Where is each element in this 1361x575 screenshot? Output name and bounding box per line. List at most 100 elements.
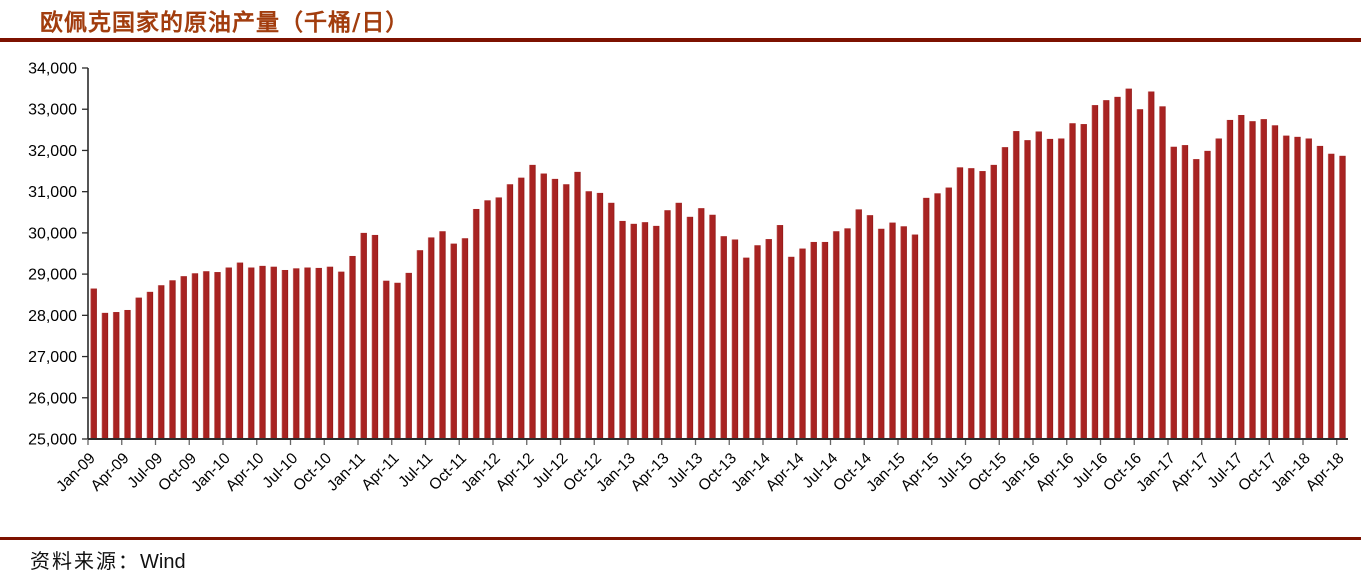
bar-Jan-13 (630, 223, 637, 439)
bar-Feb-12 (506, 184, 514, 439)
bar-Jun-09 (146, 291, 154, 439)
bar-Apr-14 (799, 248, 806, 439)
y-axis-label: 29,000 (28, 267, 77, 284)
bar-Mar-12 (517, 177, 525, 439)
y-axis-label: 27,000 (28, 349, 77, 366)
bar-Jan-10 (225, 267, 232, 439)
bar-Oct-16 (1136, 109, 1144, 439)
bar-Apr-17 (1204, 150, 1211, 439)
bar-Nov-17 (1282, 135, 1290, 440)
x-axis-label: Jan-09 (53, 450, 99, 496)
bar-Apr-12 (529, 164, 536, 439)
bar-Apr-09 (124, 309, 131, 439)
bar-Feb-10 (236, 262, 244, 439)
bar-Oct-09 (191, 273, 199, 439)
bar-Nov-10 (337, 271, 345, 439)
bar-Nov-14 (877, 228, 885, 439)
bar-Nov-13 (742, 257, 750, 439)
bar-Feb-18 (1316, 145, 1324, 439)
bar-Sep-10 (315, 267, 322, 439)
x-axis-label: Jan-18 (1268, 450, 1314, 496)
bar-Aug-10 (304, 267, 311, 439)
bar-Sep-14 (855, 209, 862, 439)
bar-Jan-09 (90, 288, 97, 439)
bar-Jul-13 (697, 208, 705, 439)
bar-May-09 (135, 297, 142, 439)
bar-Aug-13 (709, 214, 716, 439)
bar-May-16 (1080, 124, 1087, 439)
y-axis-label: 34,000 (28, 61, 77, 78)
bar-Nov-09 (202, 271, 210, 439)
bar-Jan-14 (765, 239, 772, 439)
bar-Dec-14 (889, 222, 896, 439)
bar-Dec-12 (619, 220, 626, 439)
bar-May-14 (810, 241, 817, 439)
bar-Dec-16 (1159, 106, 1166, 439)
bar-Oct-12 (596, 192, 604, 439)
x-axis-label: Jan-17 (1133, 450, 1179, 496)
bar-Dec-10 (349, 255, 356, 439)
bar-May-17 (1215, 138, 1222, 439)
chart-svg: 25,000 26,000 27,000 28,000 29,000 30,000 31,0… (28, 61, 1348, 496)
bar-Aug-15 (979, 171, 986, 440)
bar-Jun-16 (1091, 105, 1099, 439)
y-axis-label: 26,000 (28, 390, 77, 407)
bar-Feb-13 (641, 222, 649, 439)
bar-Aug-17 (1249, 121, 1256, 439)
bar-May-13 (675, 202, 682, 439)
bar-Jun-11 (416, 250, 424, 439)
bar-May-11 (405, 272, 412, 439)
x-axis-label: Apr-10 (223, 450, 268, 495)
bar-Apr-16 (1069, 123, 1076, 439)
x-axis-label: Apr-16 (1033, 450, 1078, 495)
bar-Jun-13 (686, 216, 694, 439)
production-bar-chart: 25,000 26,000 27,000 28,000 29,000 30,000 31,0… (0, 42, 1361, 537)
bar-Jan-17 (1170, 146, 1177, 439)
bar-Jan-16 (1035, 131, 1042, 439)
x-axis-label: Apr-15 (898, 450, 943, 495)
bar-Nov-16 (1147, 91, 1155, 439)
bar-Mar-14 (787, 256, 795, 439)
bar-Jul-16 (1102, 100, 1110, 440)
bar-Aug-12 (574, 171, 581, 439)
bar-Apr-13 (664, 210, 671, 439)
footer-rule (0, 537, 1361, 540)
bar-Dec-11 (484, 200, 491, 439)
bar-Apr-18 (1339, 155, 1346, 439)
bar-Oct-17 (1271, 125, 1279, 439)
bar-Apr-11 (394, 282, 401, 439)
bar-Mar-17 (1192, 159, 1200, 439)
bar-Feb-15 (911, 234, 919, 439)
x-axis-label: Jan-12 (458, 450, 504, 496)
bar-Jul-11 (427, 237, 435, 439)
bar-Jul-17 (1237, 114, 1245, 439)
y-axis-label: 28,000 (28, 308, 77, 325)
bar-May-15 (945, 187, 952, 439)
bar-Oct-15 (1001, 147, 1009, 439)
bar-Jul-12 (562, 184, 570, 439)
bar-Jul-10 (292, 268, 300, 439)
x-axis-label: Apr-09 (88, 450, 133, 495)
y-axis-label: 33,000 (28, 102, 77, 119)
x-axis-label: Jan-13 (593, 450, 639, 496)
bar-Jun-12 (551, 178, 559, 440)
bar-May-10 (270, 266, 277, 439)
bar-Aug-11 (439, 231, 446, 439)
bar-Sep-16 (1125, 88, 1132, 439)
bar-Mar-09 (112, 312, 120, 439)
bar-Oct-14 (866, 215, 874, 439)
bar-Nov-12 (607, 202, 615, 439)
bar-Jan-12 (495, 197, 502, 439)
source-value: Wind (140, 551, 186, 573)
bar-Feb-11 (371, 234, 379, 439)
bar-Nov-15 (1012, 131, 1020, 439)
x-axis-label: Apr-12 (493, 450, 538, 495)
bar-Jul-15 (967, 168, 975, 440)
y-axis-label: 31,000 (28, 184, 77, 201)
bar-Mar-11 (382, 280, 390, 439)
x-axis-label: Apr-11 (358, 450, 402, 494)
title-underline-rule (0, 38, 1361, 42)
bar-Dec-15 (1024, 140, 1031, 439)
bar-Oct-13 (731, 239, 739, 439)
bar-Feb-17 (1181, 145, 1189, 439)
